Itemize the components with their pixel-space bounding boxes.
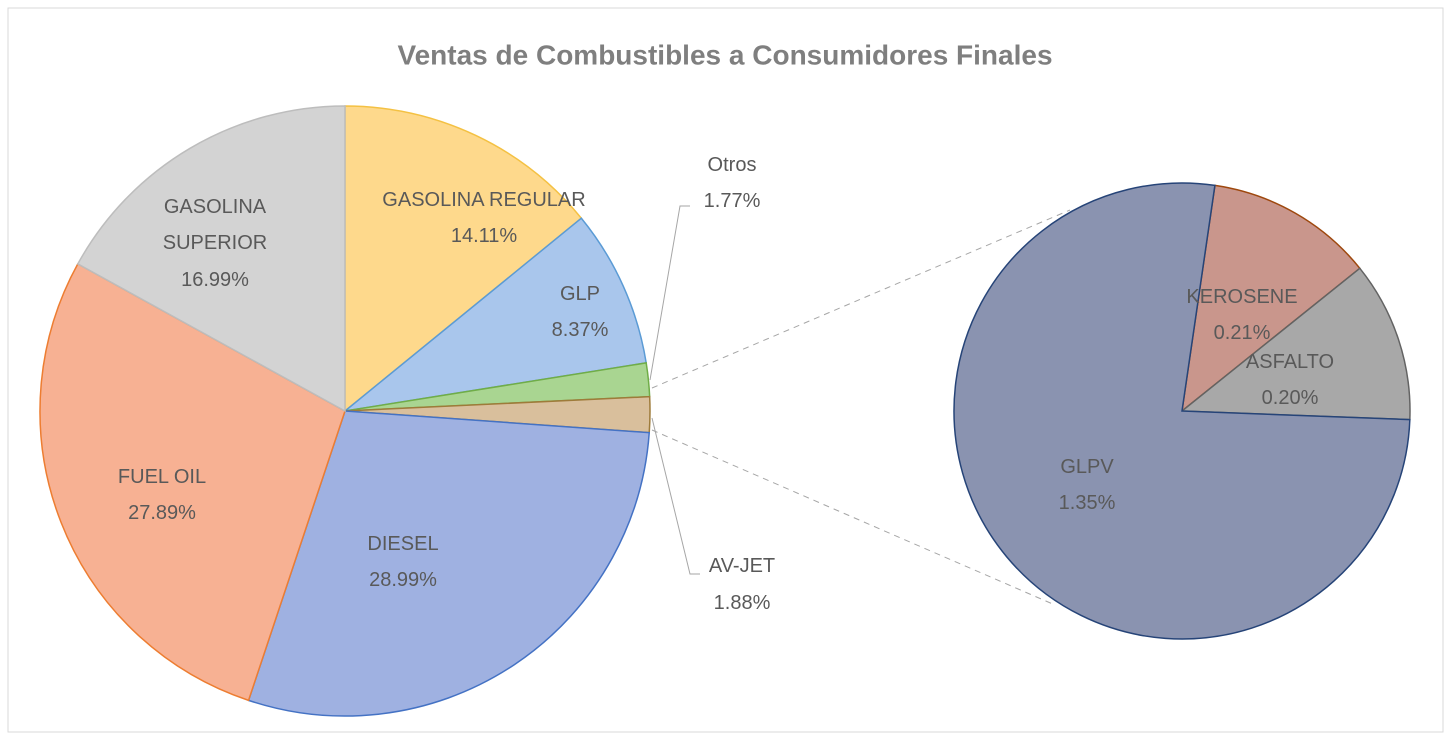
leader-line — [651, 417, 700, 575]
pie-slice — [1180, 184, 1361, 413]
pie-slice — [76, 105, 346, 413]
slice-value-label: 0.20% — [1261, 387, 1319, 409]
pie-slice — [247, 410, 651, 717]
slice-label: GLP — [559, 283, 601, 305]
pie-slice — [342, 217, 648, 413]
slice-label: FUEL OIL — [117, 466, 207, 488]
slice-value-label: 1.88% — [713, 592, 771, 614]
slice-label: GLPV — [1060, 456, 1114, 478]
pie-slice — [39, 262, 346, 702]
slice-value-label: 1.35% — [1058, 492, 1116, 514]
leader-line — [649, 205, 690, 381]
slice-value-label: 27.89% — [128, 502, 196, 524]
pie-slice — [344, 105, 583, 413]
slice-label: GASOLINA SUPERIOR — [162, 196, 268, 254]
slice-value-label: 0.21% — [1213, 322, 1271, 344]
slice-label: ASFALTO — [1245, 351, 1335, 373]
slice-label: KEROSENE — [1186, 286, 1298, 308]
chart-title: Ventas de Combustibles a Consumidores Fi… — [397, 39, 1052, 70]
slice-value-label: 28.99% — [369, 569, 437, 591]
slice-label: DIESEL — [367, 533, 439, 555]
slice-label: Otros — [707, 154, 757, 176]
slice-value-label: 14.11% — [450, 225, 518, 247]
slice-value-label: 16.99% — [181, 269, 249, 291]
slice-label: GASOLINA REGULAR — [382, 189, 586, 211]
slice-label: AV-JET — [708, 555, 776, 577]
connector — [651, 209, 1071, 389]
slice-value-label: 8.37% — [551, 319, 609, 341]
connector — [651, 429, 1056, 606]
pie-slice — [953, 182, 1411, 640]
slice-value-label: 1.77% — [703, 190, 761, 212]
pie-slice — [1179, 267, 1411, 421]
